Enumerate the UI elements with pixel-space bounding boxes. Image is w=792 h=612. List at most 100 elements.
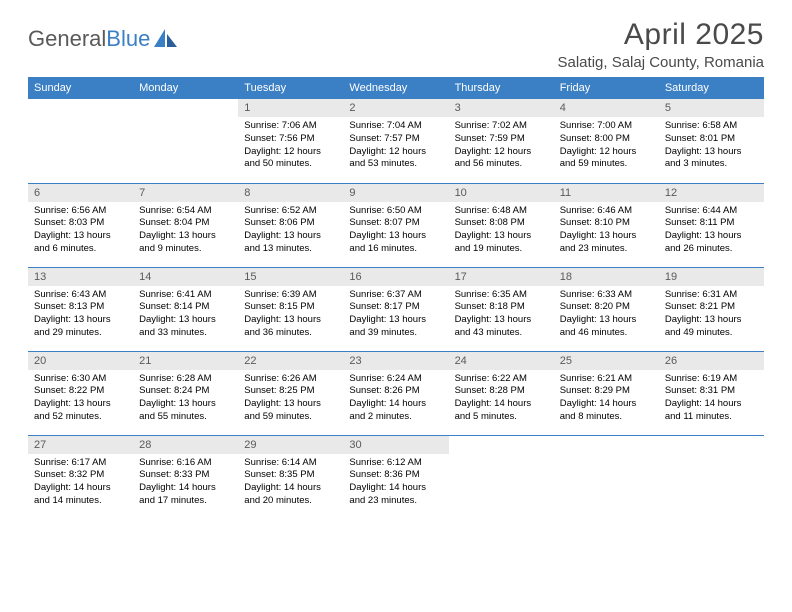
calendar-day-cell: 6Sunrise: 6:56 AMSunset: 8:03 PMDaylight… (28, 183, 133, 267)
day-number: 18 (554, 268, 659, 286)
calendar-day-cell: 12Sunrise: 6:44 AMSunset: 8:11 PMDayligh… (659, 183, 764, 267)
location: Salatig, Salaj County, Romania (558, 54, 765, 71)
day-number: 15 (238, 268, 343, 286)
day-info: Sunrise: 6:41 AMSunset: 8:14 PMDaylight:… (133, 286, 238, 344)
day-number: 11 (554, 184, 659, 202)
calendar-day-cell: .. (28, 99, 133, 183)
calendar-day-cell: 29Sunrise: 6:14 AMSunset: 8:35 PMDayligh… (238, 435, 343, 519)
day-info: Sunrise: 7:00 AMSunset: 8:00 PMDaylight:… (554, 117, 659, 175)
day-info: Sunrise: 6:50 AMSunset: 8:07 PMDaylight:… (343, 202, 448, 260)
calendar-day-cell: 30Sunrise: 6:12 AMSunset: 8:36 PMDayligh… (343, 435, 448, 519)
calendar-day-cell: 23Sunrise: 6:24 AMSunset: 8:26 PMDayligh… (343, 351, 448, 435)
day-number: 10 (449, 184, 554, 202)
calendar-day-cell: 5Sunrise: 6:58 AMSunset: 8:01 PMDaylight… (659, 99, 764, 183)
calendar-day-cell: 11Sunrise: 6:46 AMSunset: 8:10 PMDayligh… (554, 183, 659, 267)
day-header: Sunday (28, 77, 133, 99)
calendar-day-cell: 18Sunrise: 6:33 AMSunset: 8:20 PMDayligh… (554, 267, 659, 351)
calendar-day-cell: 17Sunrise: 6:35 AMSunset: 8:18 PMDayligh… (449, 267, 554, 351)
calendar-day-cell: 4Sunrise: 7:00 AMSunset: 8:00 PMDaylight… (554, 99, 659, 183)
day-header: Thursday (449, 77, 554, 99)
day-number: 21 (133, 352, 238, 370)
calendar-body: ....1Sunrise: 7:06 AMSunset: 7:56 PMDayl… (28, 99, 764, 519)
day-info: Sunrise: 6:19 AMSunset: 8:31 PMDaylight:… (659, 370, 764, 428)
day-number: 25 (554, 352, 659, 370)
day-header: Tuesday (238, 77, 343, 99)
day-number: 1 (238, 99, 343, 117)
title-block: April 2025 Salatig, Salaj County, Romani… (558, 18, 765, 71)
day-info: Sunrise: 6:48 AMSunset: 8:08 PMDaylight:… (449, 202, 554, 260)
calendar-day-cell: .. (449, 435, 554, 519)
day-number: 14 (133, 268, 238, 286)
day-info: Sunrise: 6:14 AMSunset: 8:35 PMDaylight:… (238, 454, 343, 512)
day-header: Wednesday (343, 77, 448, 99)
calendar-week-row: 6Sunrise: 6:56 AMSunset: 8:03 PMDaylight… (28, 183, 764, 267)
calendar-day-cell: 8Sunrise: 6:52 AMSunset: 8:06 PMDaylight… (238, 183, 343, 267)
calendar-day-cell: 28Sunrise: 6:16 AMSunset: 8:33 PMDayligh… (133, 435, 238, 519)
month-title: April 2025 (558, 18, 765, 52)
calendar-day-cell: 27Sunrise: 6:17 AMSunset: 8:32 PMDayligh… (28, 435, 133, 519)
day-info: Sunrise: 6:54 AMSunset: 8:04 PMDaylight:… (133, 202, 238, 260)
day-info: Sunrise: 6:24 AMSunset: 8:26 PMDaylight:… (343, 370, 448, 428)
day-number: 9 (343, 184, 448, 202)
day-info: Sunrise: 6:52 AMSunset: 8:06 PMDaylight:… (238, 202, 343, 260)
day-info: Sunrise: 6:12 AMSunset: 8:36 PMDaylight:… (343, 454, 448, 512)
day-number: 20 (28, 352, 133, 370)
calendar-week-row: 27Sunrise: 6:17 AMSunset: 8:32 PMDayligh… (28, 435, 764, 519)
day-number: 12 (659, 184, 764, 202)
calendar-week-row: ....1Sunrise: 7:06 AMSunset: 7:56 PMDayl… (28, 99, 764, 183)
calendar-day-cell: 2Sunrise: 7:04 AMSunset: 7:57 PMDaylight… (343, 99, 448, 183)
day-info: Sunrise: 6:43 AMSunset: 8:13 PMDaylight:… (28, 286, 133, 344)
calendar-day-cell: 9Sunrise: 6:50 AMSunset: 8:07 PMDaylight… (343, 183, 448, 267)
calendar-day-cell: 13Sunrise: 6:43 AMSunset: 8:13 PMDayligh… (28, 267, 133, 351)
logo: GeneralBlue (28, 18, 180, 52)
day-info: Sunrise: 6:39 AMSunset: 8:15 PMDaylight:… (238, 286, 343, 344)
day-info: Sunrise: 6:37 AMSunset: 8:17 PMDaylight:… (343, 286, 448, 344)
day-info: Sunrise: 6:35 AMSunset: 8:18 PMDaylight:… (449, 286, 554, 344)
day-header: Saturday (659, 77, 764, 99)
logo-text-blue: Blue (106, 26, 150, 52)
calendar-day-cell: .. (554, 435, 659, 519)
day-number: 16 (343, 268, 448, 286)
day-number: 17 (449, 268, 554, 286)
day-number: 26 (659, 352, 764, 370)
day-number: 4 (554, 99, 659, 117)
calendar-day-cell: 15Sunrise: 6:39 AMSunset: 8:15 PMDayligh… (238, 267, 343, 351)
calendar-day-cell: 19Sunrise: 6:31 AMSunset: 8:21 PMDayligh… (659, 267, 764, 351)
day-number: 13 (28, 268, 133, 286)
calendar-day-cell: .. (659, 435, 764, 519)
day-info: Sunrise: 6:31 AMSunset: 8:21 PMDaylight:… (659, 286, 764, 344)
day-header-row: Sunday Monday Tuesday Wednesday Thursday… (28, 77, 764, 99)
day-number: 22 (238, 352, 343, 370)
calendar-week-row: 20Sunrise: 6:30 AMSunset: 8:22 PMDayligh… (28, 351, 764, 435)
calendar-day-cell: 7Sunrise: 6:54 AMSunset: 8:04 PMDaylight… (133, 183, 238, 267)
day-number: 27 (28, 436, 133, 454)
day-info: Sunrise: 6:21 AMSunset: 8:29 PMDaylight:… (554, 370, 659, 428)
calendar-day-cell: 25Sunrise: 6:21 AMSunset: 8:29 PMDayligh… (554, 351, 659, 435)
calendar-day-cell: 16Sunrise: 6:37 AMSunset: 8:17 PMDayligh… (343, 267, 448, 351)
day-number: 3 (449, 99, 554, 117)
day-number: 8 (238, 184, 343, 202)
day-info: Sunrise: 6:22 AMSunset: 8:28 PMDaylight:… (449, 370, 554, 428)
day-info: Sunrise: 6:33 AMSunset: 8:20 PMDaylight:… (554, 286, 659, 344)
day-number: 24 (449, 352, 554, 370)
day-number: 5 (659, 99, 764, 117)
day-info: Sunrise: 6:58 AMSunset: 8:01 PMDaylight:… (659, 117, 764, 175)
calendar-day-cell: .. (133, 99, 238, 183)
calendar-day-cell: 24Sunrise: 6:22 AMSunset: 8:28 PMDayligh… (449, 351, 554, 435)
day-header: Monday (133, 77, 238, 99)
day-info: Sunrise: 6:56 AMSunset: 8:03 PMDaylight:… (28, 202, 133, 260)
day-number: 19 (659, 268, 764, 286)
day-info: Sunrise: 7:06 AMSunset: 7:56 PMDaylight:… (238, 117, 343, 175)
calendar-day-cell: 26Sunrise: 6:19 AMSunset: 8:31 PMDayligh… (659, 351, 764, 435)
day-number: 30 (343, 436, 448, 454)
calendar-day-cell: 1Sunrise: 7:06 AMSunset: 7:56 PMDaylight… (238, 99, 343, 183)
day-info: Sunrise: 7:02 AMSunset: 7:59 PMDaylight:… (449, 117, 554, 175)
day-number: 23 (343, 352, 448, 370)
day-header: Friday (554, 77, 659, 99)
calendar-day-cell: 22Sunrise: 6:26 AMSunset: 8:25 PMDayligh… (238, 351, 343, 435)
calendar-day-cell: 21Sunrise: 6:28 AMSunset: 8:24 PMDayligh… (133, 351, 238, 435)
day-info: Sunrise: 6:16 AMSunset: 8:33 PMDaylight:… (133, 454, 238, 512)
calendar-day-cell: 10Sunrise: 6:48 AMSunset: 8:08 PMDayligh… (449, 183, 554, 267)
day-number: 28 (133, 436, 238, 454)
logo-sail-icon (154, 29, 180, 49)
